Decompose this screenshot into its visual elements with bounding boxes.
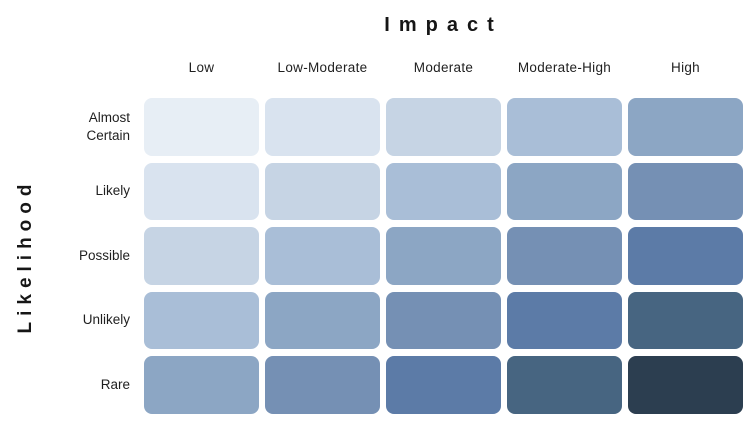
matrix-cell-r1c1 [144,98,259,156]
row-label-almost-certain: Almost Certain [86,109,130,143]
matrix-cell-r1c3 [386,98,501,156]
matrix-cell-r3c1 [144,227,259,285]
risk-matrix-grid [144,98,743,414]
matrix-cell-r3c4 [507,227,622,285]
column-header-moderate-high: Moderate-High [517,60,612,75]
matrix-cell-r2c3 [386,162,501,221]
matrix-cell-r5c2 [265,356,380,414]
column-headers: Low Low-Moderate Moderate Moderate-High … [144,60,743,75]
row-labels: Almost Certain Likely Possible Unlikely … [0,98,134,414]
matrix-cell-r5c1 [144,356,259,414]
matrix-cell-r4c3 [386,291,501,350]
matrix-cell-r4c5 [628,291,743,350]
matrix-cell-r5c3 [386,356,501,414]
matrix-cell-r2c1 [144,162,259,221]
matrix-cell-r2c4 [507,162,622,221]
row-label-unlikely: Unlikely [82,312,130,328]
row-label-possible: Possible [78,247,130,263]
matrix-cell-r2c2 [265,162,380,221]
matrix-cell-r4c4 [507,291,622,350]
column-header-moderate: Moderate [413,60,474,75]
matrix-cell-r3c3 [386,227,501,285]
row-label-likely: Likely [95,183,130,199]
column-header-high: High [671,60,700,75]
matrix-cell-r1c5 [628,98,743,156]
matrix-cell-r4c2 [265,291,380,350]
column-header-low: Low [188,60,215,75]
matrix-cell-r1c2 [265,98,380,156]
matrix-cell-r3c5 [628,227,743,285]
row-label-rare: Rare [100,377,130,393]
column-header-low-moderate: Low-Moderate [277,60,368,75]
matrix-cell-r1c4 [507,98,622,156]
matrix-cell-r5c4 [507,356,622,414]
matrix-cell-r4c1 [144,291,259,350]
matrix-cell-r3c2 [265,227,380,285]
matrix-cell-r2c5 [628,162,743,221]
matrix-cell-r5c5 [628,356,743,414]
impact-axis-title: Impact [384,14,503,36]
